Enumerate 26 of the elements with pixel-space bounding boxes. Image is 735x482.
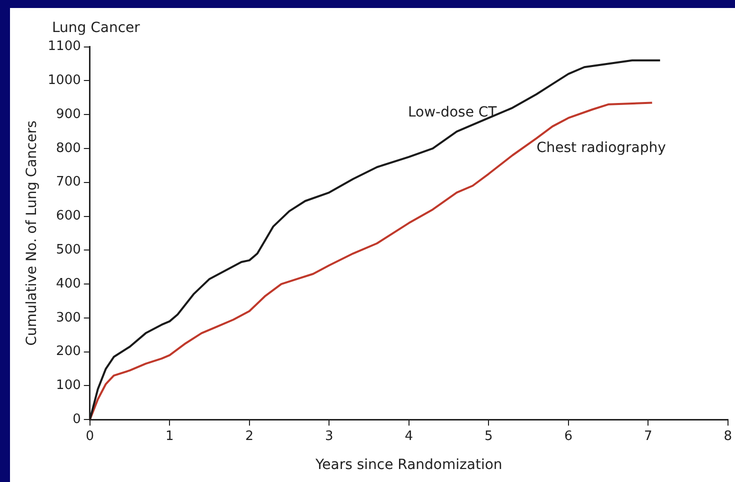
x-tick-label: 5 <box>484 428 493 444</box>
y-tick-label: 100 <box>56 378 81 394</box>
y-tick-label: 600 <box>56 208 81 224</box>
y-tick-label: 500 <box>56 242 81 258</box>
y-tick-label: 900 <box>56 106 81 122</box>
y-tick-label: 300 <box>56 310 81 326</box>
x-axis-title: Years since Randomization <box>314 457 502 474</box>
series-label: Low-dose CT <box>408 104 498 121</box>
x-tick-label: 1 <box>165 428 174 444</box>
chart-title: Lung Cancer <box>52 20 140 36</box>
y-axis-title: Cumulative No. of Lung Cancers <box>24 120 40 346</box>
x-tick-label: 6 <box>564 428 573 444</box>
y-tick-label: 700 <box>56 174 81 190</box>
y-tick-label: 200 <box>56 344 81 360</box>
x-tick-label: 3 <box>324 428 334 444</box>
x-tick-label: 8 <box>724 428 732 444</box>
x-tick-label: 7 <box>644 428 652 444</box>
y-tick-label: 1100 <box>48 39 81 54</box>
x-tick-label: 4 <box>404 428 414 444</box>
y-tick-label: 800 <box>56 140 81 156</box>
y-tick-label: 1000 <box>48 73 81 88</box>
x-tick-label: 2 <box>245 428 254 444</box>
x-tick-label: 0 <box>86 428 94 444</box>
y-tick-label: 0 <box>72 412 81 427</box>
series-label: Chest radiography <box>536 140 666 156</box>
y-tick-label: 400 <box>56 276 81 292</box>
